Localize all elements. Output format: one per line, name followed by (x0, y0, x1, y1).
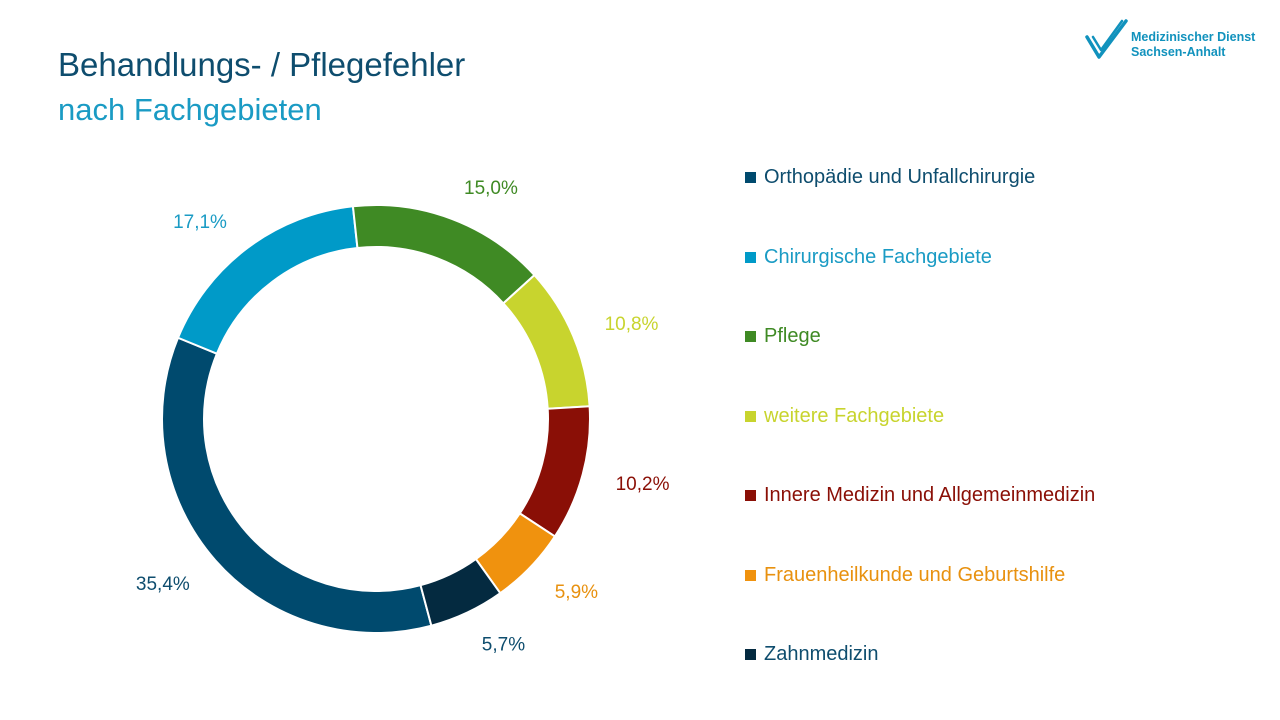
legend-label: Chirurgische Fachgebiete (764, 245, 992, 268)
legend-label: Zahnmedizin (764, 643, 879, 665)
legend-label: Innere Medizin und Allgemeinmedizin (764, 484, 1096, 506)
legend-label: Frauenheilkunde und Geburtshilfe (764, 563, 1066, 586)
logo: Medizinischer Dienst Sachsen-Anhalt (1084, 17, 1264, 63)
legend-label: Pflege (764, 325, 821, 347)
legend-swatch (745, 490, 756, 501)
data-label-chirurgische-fachgebiete: 17,1% (173, 212, 227, 233)
legend-swatch (745, 251, 756, 263)
legend-label: Orthopädie und Unfallchirurgie (764, 166, 1036, 188)
donut-slice-weitere-fachgebiete (501, 273, 591, 410)
legend-item-chirurgische-fachgebiete: Chirurgische Fachgebiete (745, 246, 992, 269)
legend-item-orthopaedie-und-unfallchirurgie: Orthopädie und Unfallchirurgie (745, 166, 1035, 189)
donut-slice-orthopaedie-und-unfallchirurgie (161, 336, 433, 634)
data-label-pflege: 15,0% (464, 178, 518, 199)
legend-item-innere-medizin-und-allgemeinmedizin: Innere Medizin und Allgemeinmedizin (745, 484, 1095, 507)
legend-item-zahnmedizin: Zahnmedizin (745, 643, 879, 666)
donut-chart: 35,4% 17,1% 15,0% 10,8% 10,2% 5,9% 5,7% (136, 178, 670, 655)
data-label-orthopaedie-und-unfallchirurgie: 35,4% (136, 574, 190, 595)
legend-swatch (745, 331, 756, 342)
legend-swatch (745, 649, 756, 660)
donut-slice-zahnmedizin (419, 557, 502, 627)
legend-item-pflege: Pflege (745, 325, 821, 348)
data-label-weitere-fachgebiete: 10,8% (605, 314, 659, 335)
legend-item-weitere-fachgebiete: weitere Fachgebiete (745, 405, 944, 428)
logo-line-2: Sachsen-Anhalt (1131, 45, 1226, 59)
data-label-zahnmedizin: 5,7% (482, 634, 525, 655)
data-label-frauenheilkunde-und-geburtshilfe: 5,9% (555, 582, 598, 603)
logo-line-1: Medizinischer Dienst (1131, 30, 1256, 44)
legend-item-frauenheilkunde-und-geburtshilfe: Frauenheilkunde und Geburtshilfe (745, 564, 1065, 587)
legend-label: weitere Fachgebiete (764, 404, 945, 427)
page-subtitle: nach Fachgebieten (58, 92, 322, 127)
page-title: Behandlungs- / Pflegefehler (58, 46, 466, 83)
data-label-innere-medizin-und-allgemeinmedizin: 10,2% (616, 474, 670, 495)
legend-swatch (745, 569, 756, 581)
legend-swatch (745, 172, 756, 183)
donut-slice-pflege (351, 204, 536, 305)
donut-slice-innere-medizin-und-allgemeinmedizin (518, 405, 591, 538)
check-logo-icon (1085, 19, 1128, 59)
legend-swatch (745, 410, 756, 422)
